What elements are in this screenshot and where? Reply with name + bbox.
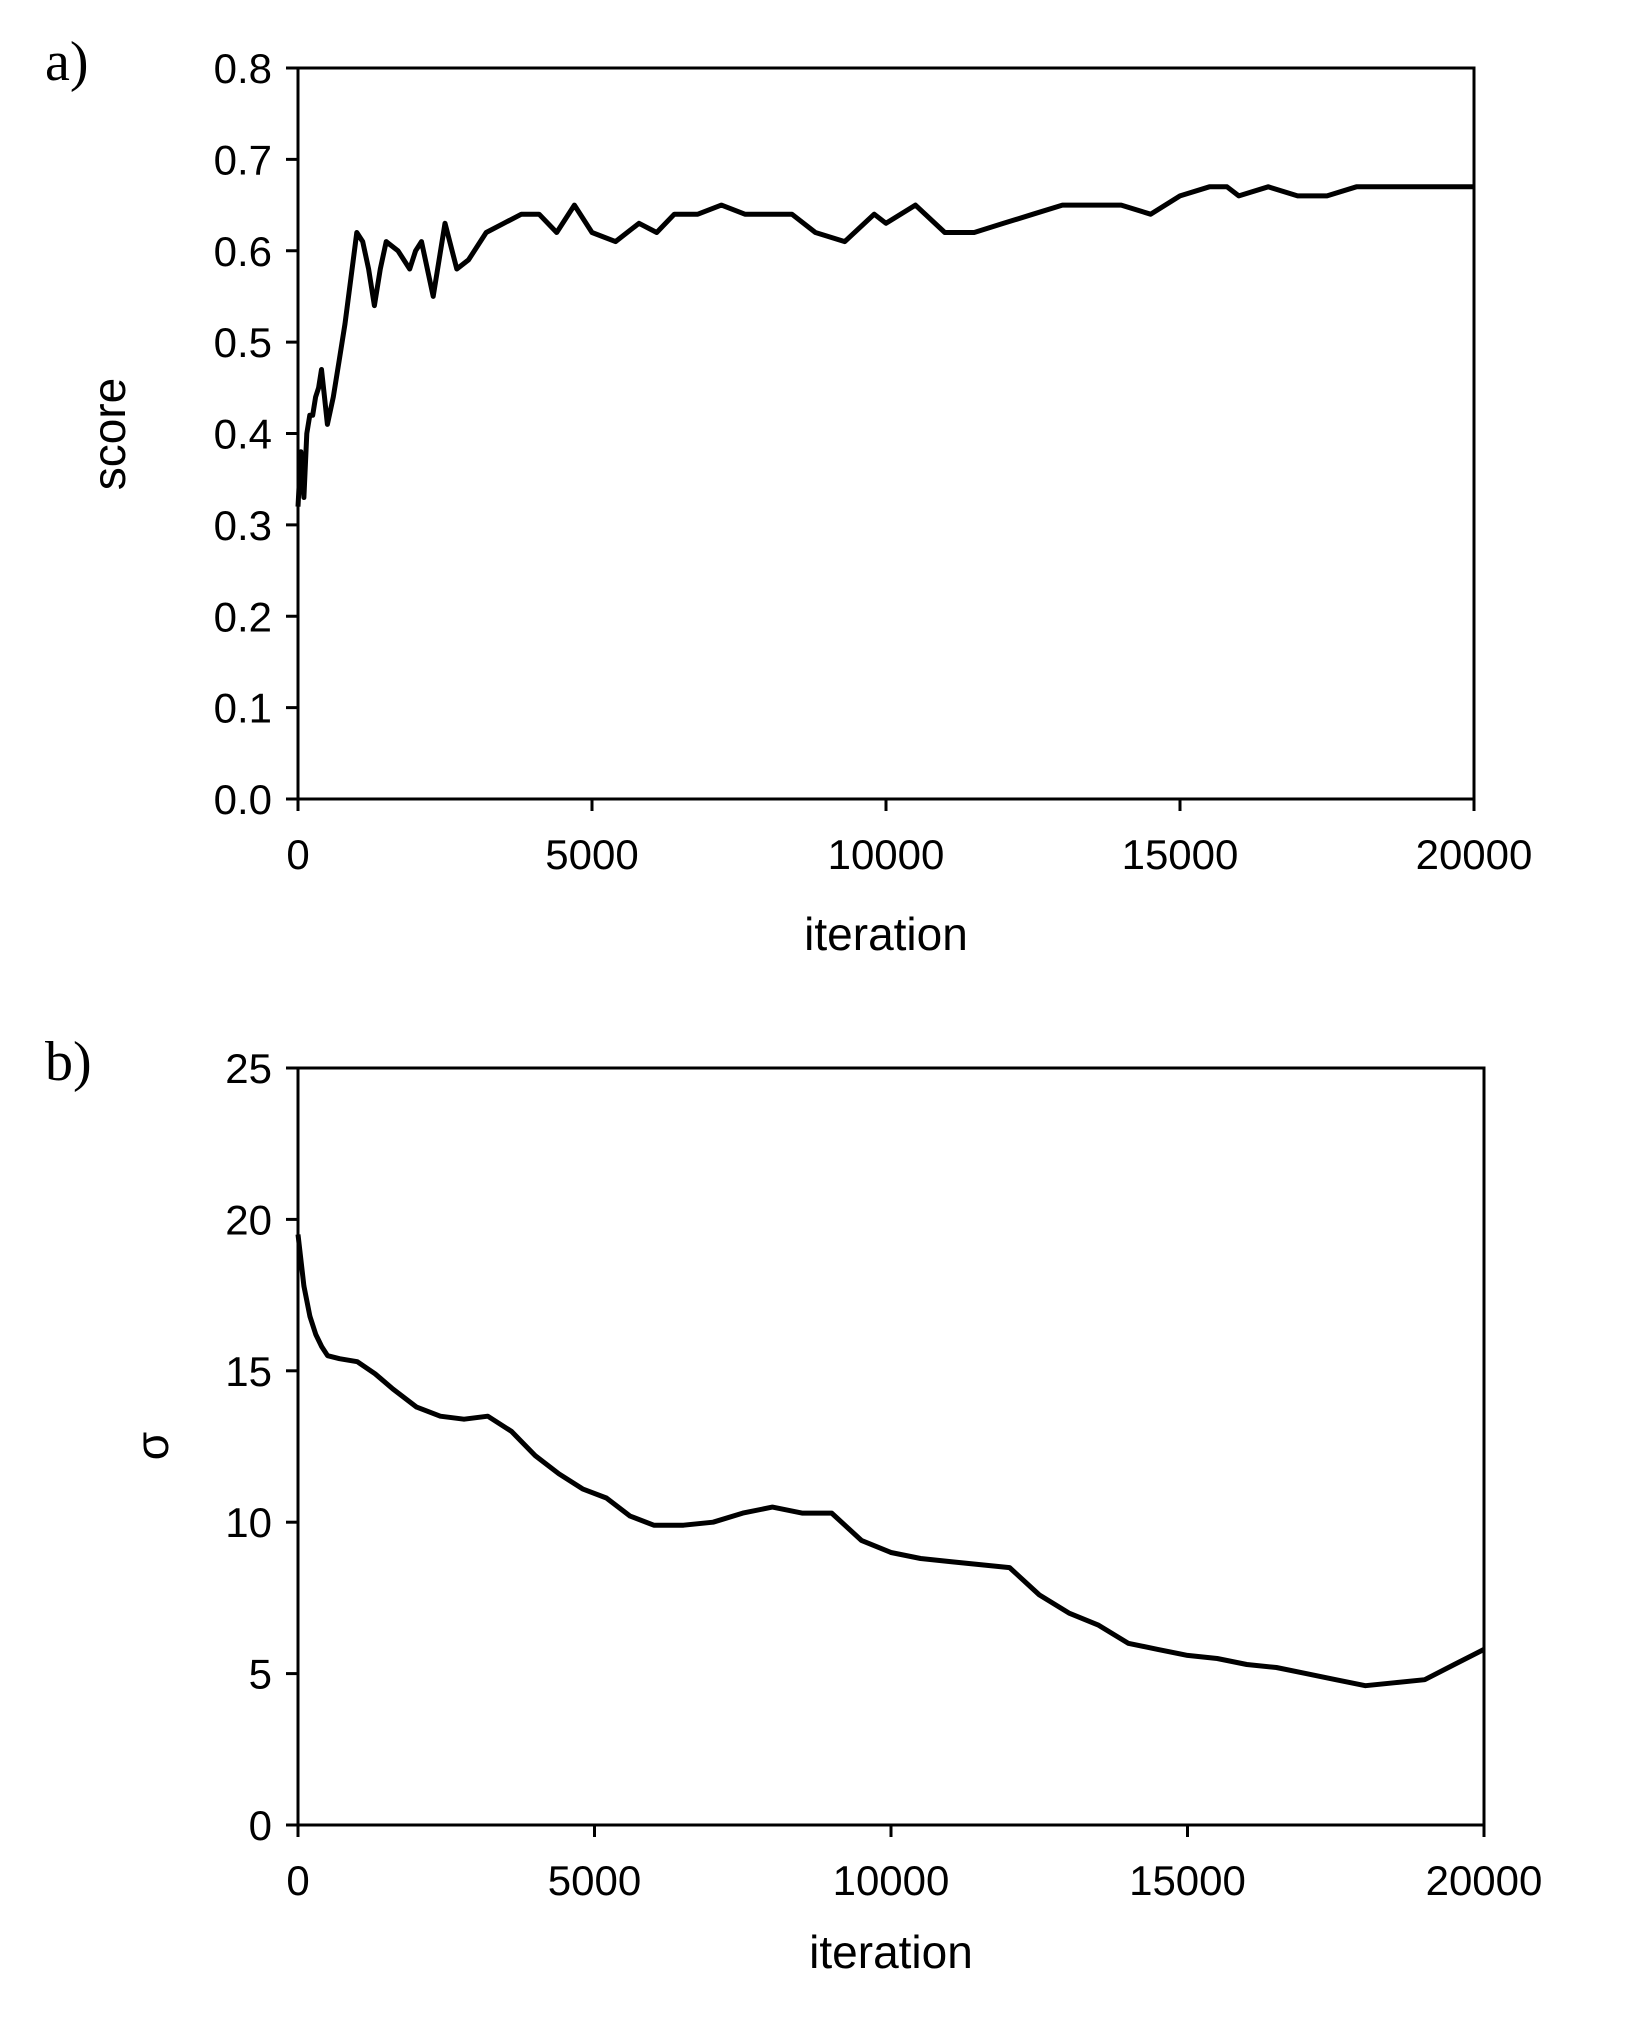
y-tick-label: 0.8: [214, 45, 272, 92]
x-axis-ticks: 0 5000 10000 15000 20000: [286, 1825, 1542, 1904]
x-tick-label: 0: [286, 1857, 309, 1904]
sigma-line: [295, 1234, 1486, 1689]
plot-frame: [296, 1066, 1486, 1827]
x-tick-label: 15000: [1129, 1857, 1246, 1904]
y-tick-label: 0.0: [214, 776, 272, 823]
y-tick-label: 0: [249, 1802, 272, 1849]
x-tick-label: 15000: [1122, 831, 1239, 878]
y-axis-label: σ: [126, 1432, 178, 1460]
y-tick-label: 0.3: [214, 502, 272, 549]
x-axis-label: iteration: [804, 908, 968, 960]
plot-frame: [296, 66, 1476, 801]
panel-a-label: a): [45, 31, 89, 93]
panel-b-label: b): [45, 1031, 92, 1093]
x-axis-ticks: 0 5000 10000 15000 20000: [286, 799, 1532, 878]
y-axis-ticks: 0.0 0.1 0.2 0.3 0.4 0.5 0.6 0.7 0.8: [214, 45, 298, 823]
y-tick-label: 25: [225, 1045, 272, 1092]
y-tick-label: 5: [249, 1651, 272, 1698]
x-tick-label: 0: [286, 831, 309, 878]
panel-b-sigma-chart: b) 0 5 10 15 20 25 0 5000 10000 15000 20000 itera…: [45, 1031, 1542, 1978]
y-tick-label: 0.2: [214, 593, 272, 640]
y-tick-label: 0.5: [214, 319, 272, 366]
x-axis-label: iteration: [809, 1926, 973, 1978]
x-tick-label: 10000: [828, 831, 945, 878]
y-axis-label: score: [83, 378, 135, 490]
score-line: [295, 184, 1474, 507]
y-tick-label: 15: [225, 1348, 272, 1395]
y-tick-label: 20: [225, 1196, 272, 1243]
panel-a-score-chart: a) 0.0 0.1 0.2 0.3 0.4 0.5 0.6 0.7 0.8 0 5000 1000…: [45, 31, 1532, 960]
y-tick-label: 10: [225, 1499, 272, 1546]
y-tick-label: 0.1: [214, 685, 272, 732]
x-tick-label: 10000: [833, 1857, 950, 1904]
y-tick-label: 0.4: [214, 411, 272, 458]
x-tick-label: 20000: [1426, 1857, 1543, 1904]
y-tick-label: 0.6: [214, 228, 272, 275]
x-tick-label: 5000: [548, 1857, 641, 1904]
y-axis-ticks: 0 5 10 15 20 25: [225, 1045, 298, 1849]
x-tick-label: 20000: [1416, 831, 1533, 878]
y-tick-label: 0.7: [214, 136, 272, 183]
x-tick-label: 5000: [545, 831, 638, 878]
